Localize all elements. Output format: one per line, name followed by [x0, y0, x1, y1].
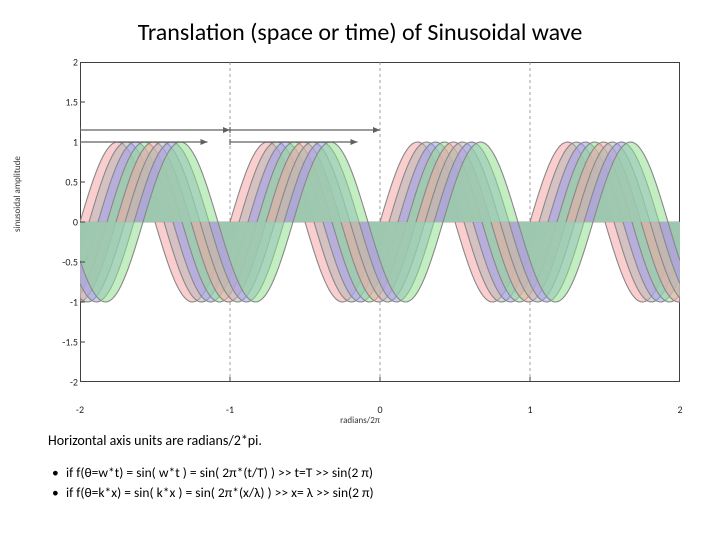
y-tick-label: 2: [48, 56, 78, 69]
equation-list: if f(θ=w*t) = sin( w*t ) = sin( 2π*(t/T)…: [48, 463, 688, 502]
x-tick-label: -2: [76, 403, 84, 416]
y-tick-label: 1.5: [48, 96, 78, 109]
x-tick-label: 1: [527, 403, 532, 416]
chart-container: sinusoidal amplitude radians/2π -2-1.5-1…: [40, 62, 680, 402]
y-tick-label: -1.5: [48, 336, 78, 349]
axis-note: Horizontal axis units are radians/2*pi.: [48, 432, 688, 449]
equation-item: if f(θ=w*t) = sin( w*t ) = sin( 2π*(t/T)…: [66, 463, 688, 483]
x-tick-label: -1: [226, 403, 234, 416]
y-tick-label: -2: [48, 376, 78, 389]
x-axis-label: radians/2π: [40, 415, 680, 426]
sine-chart: [80, 62, 680, 382]
x-tick-label: 2: [677, 403, 682, 416]
y-axis-label: sinusoidal amplitude: [12, 156, 23, 232]
page-title: Translation (space or time) of Sinusoida…: [0, 18, 720, 47]
equation-item: if f(θ=k*x) = sin( k*x ) = sin( 2π*(x/λ)…: [66, 483, 688, 503]
x-tick-label: 0: [377, 403, 382, 416]
y-tick-label: 0: [48, 216, 78, 229]
y-tick-label: 0.5: [48, 176, 78, 189]
footer-block: Horizontal axis units are radians/2*pi. …: [48, 432, 688, 502]
y-tick-label: -0.5: [48, 256, 78, 269]
y-tick-label: 1: [48, 136, 78, 149]
y-tick-label: -1: [48, 296, 78, 309]
